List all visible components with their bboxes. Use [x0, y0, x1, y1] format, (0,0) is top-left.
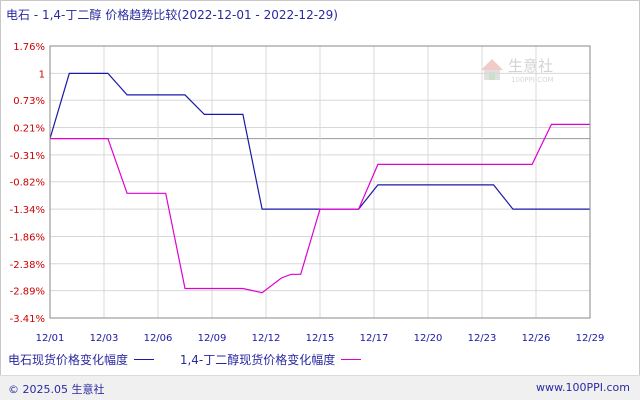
legend-swatch: [134, 359, 155, 360]
x-tick-label: 12/09: [198, 333, 227, 344]
site-link[interactable]: www.100PPI.com: [536, 381, 630, 394]
y-tick-label: -0.82%: [10, 178, 45, 189]
y-tick-label: 1: [39, 69, 45, 80]
legend-item-series2: 1,4-丁二醇现货价格变化幅度: [179, 351, 362, 368]
x-tick-label: 12/23: [468, 333, 497, 344]
series-lines: [49, 72, 590, 294]
copyright-text: © 2025.05 生意社: [8, 383, 105, 396]
y-tick-label: 0.21%: [13, 124, 45, 135]
legend-item-series1: 电石现货价格变化幅度: [8, 351, 155, 368]
grid-lines: [49, 45, 591, 319]
plot-border: [49, 45, 591, 319]
y-tick-label: -0.31%: [10, 151, 45, 162]
y-tick-label: -2.38%: [10, 260, 45, 271]
watermark-logo-icon: [481, 59, 503, 80]
y-tick-label: -1.86%: [10, 232, 45, 243]
x-tick-label: 12/15: [306, 333, 335, 344]
x-tick-label: 12/03: [90, 333, 119, 344]
watermark: 生意社 100PPI.COM: [481, 57, 554, 84]
watermark-url: 100PPI.COM: [511, 76, 554, 84]
legend: 电石现货价格变化幅度 1,4-丁二醇现货价格变化幅度: [8, 351, 383, 368]
y-axis-labels: 1.76% 1 0.73% 0.21% -0.31% -0.82% -1.34% -1.86%…: [10, 42, 45, 325]
x-tick-label: 12/06: [144, 333, 173, 344]
y-tick-label: 1.76%: [13, 42, 45, 53]
x-tick-label: 12/12: [252, 333, 281, 344]
x-tick-label: 12/29: [576, 333, 605, 344]
legend-label: 电石现货价格变化幅度: [8, 353, 129, 367]
chart-title: 电石 - 1,4-丁二醇 价格趋势比较(2022-12-01 - 2022-12…: [6, 8, 338, 22]
x-tick-label: 12/26: [522, 333, 551, 344]
series-line-2: [50, 123, 590, 294]
x-tick-label: 12/01: [36, 333, 65, 344]
y-tick-label: -2.89%: [10, 287, 45, 298]
x-tick-label: 12/20: [414, 333, 443, 344]
legend-label: 1,4-丁二醇现货价格变化幅度: [179, 353, 336, 367]
y-tick-label: 0.73%: [13, 96, 45, 107]
watermark-name: 生意社: [508, 57, 553, 75]
series-line-1: [49, 72, 590, 210]
footer: © 2025.05 生意社 www.100PPI.com: [0, 375, 640, 400]
y-tick-label: -1.34%: [10, 205, 45, 216]
x-axis-labels: 12/01 12/03 12/06 12/09 12/12 12/15 12/17 12/20…: [36, 333, 605, 344]
x-tick-label: 12/17: [360, 333, 389, 344]
legend-swatch: [341, 359, 362, 360]
y-tick-label: -3.41%: [10, 314, 45, 325]
